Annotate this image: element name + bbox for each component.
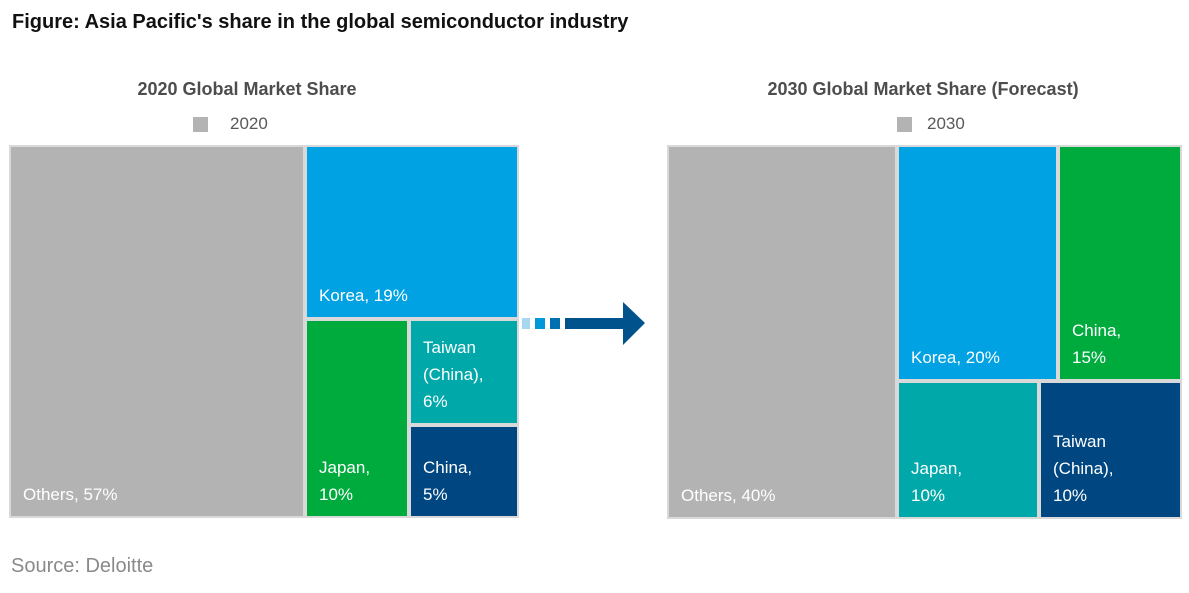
cell-label-line: 10%: [911, 486, 946, 505]
arrow-head: [565, 302, 645, 345]
cell-2030-others: Others, 40%: [667, 145, 897, 519]
cell-2020-taiwan: Taiwan (China), 6%: [409, 319, 519, 425]
cell-label-2030-taiwan: Taiwan (China), 10%: [1053, 428, 1171, 509]
cell-label-line: Taiwan: [1053, 432, 1106, 451]
treemap-2020: Others, 57% Korea, 19% Japan, 10% Taiwan…: [9, 145, 519, 518]
cell-label-line: Japan,: [911, 459, 963, 478]
cell-label-line: Korea, 19%: [319, 286, 408, 305]
cell-label-line: Japan,: [319, 458, 371, 477]
cell-2020-japan: Japan, 10%: [305, 319, 409, 518]
cell-label-line: 10%: [1053, 486, 1088, 505]
cell-label-2030-japan: Japan, 10%: [911, 455, 1028, 509]
cell-2030-taiwan: Taiwan (China), 10%: [1039, 381, 1182, 519]
cell-2030-korea: Korea, 20%: [897, 145, 1058, 381]
source-note: Source: Deloitte: [11, 555, 154, 577]
legend-swatch-2030: [897, 116, 912, 132]
cell-2030-japan: Japan, 10%: [897, 381, 1039, 519]
cell-label-2020-japan: Japan, 10%: [319, 454, 404, 508]
figure-title: Figure: Asia Pacific's share in the glob…: [12, 11, 629, 33]
arrow-dash: [522, 318, 530, 329]
cell-label-2020-taiwan: Taiwan (China), 6%: [423, 334, 513, 415]
legend-label-2030: 2030: [927, 114, 965, 133]
cell-label-line: China,: [1072, 321, 1122, 340]
cell-label-line: Others, 40%: [681, 486, 776, 505]
cell-label-line: Taiwan: [423, 338, 476, 357]
cell-label-2030-others: Others, 40%: [681, 482, 873, 509]
arrow-dash: [535, 318, 545, 329]
legend-2030: 2030: [897, 114, 965, 134]
legend-label-2020: 2020: [230, 114, 268, 133]
cell-label-2020-korea: Korea, 19%: [319, 282, 498, 309]
cell-label-line: Others, 57%: [23, 485, 118, 504]
cell-label-2020-others: Others, 57%: [23, 481, 271, 508]
cell-label-line: 6%: [423, 392, 448, 411]
cell-label-line: 10%: [319, 485, 354, 504]
treemap-2030: Others, 40% Korea, 20% China, 15% Japan,…: [667, 145, 1182, 519]
cell-label-2030-china: China, 15%: [1072, 317, 1174, 371]
cell-label-2030-korea: Korea, 20%: [911, 344, 1044, 371]
cell-label-line: (China),: [1053, 459, 1114, 478]
arrow-dash: [550, 318, 560, 329]
cell-2020-china: China, 5%: [409, 425, 519, 518]
chart-title-2020: 2020 Global Market Share: [137, 79, 357, 99]
cell-label-line: China,: [423, 458, 473, 477]
cell-label-line: 15%: [1072, 348, 1107, 367]
cell-2030-china: China, 15%: [1058, 145, 1182, 381]
cell-2020-korea: Korea, 19%: [305, 145, 519, 319]
cell-2020-others: Others, 57%: [9, 145, 305, 518]
transition-arrow-icon: [522, 302, 645, 345]
cell-label-line: Korea, 20%: [911, 348, 1000, 367]
legend-swatch-2020: [193, 116, 208, 132]
cell-label-2020-china: China, 5%: [423, 454, 513, 508]
cell-label-line: 5%: [423, 485, 448, 504]
cell-label-line: (China),: [423, 365, 484, 384]
legend-2020: 2020: [193, 114, 268, 134]
chart-title-2030: 2030 Global Market Share (Forecast): [767, 79, 1079, 99]
